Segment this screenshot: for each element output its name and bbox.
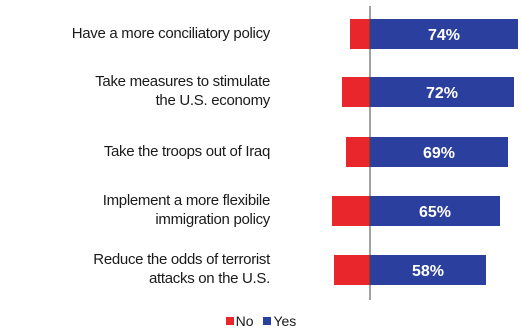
bar-yes-4 xyxy=(370,255,486,285)
bar-no-0 xyxy=(350,19,370,49)
data-label-yes-3: 65% xyxy=(419,204,451,221)
legend: No Yes xyxy=(0,312,522,329)
legend-label-yes: Yes xyxy=(273,313,297,329)
data-label-yes-0: 74% xyxy=(428,27,460,44)
category-label-line: Take measures to stimulate xyxy=(95,73,270,90)
data-label-yes-2: 69% xyxy=(423,145,455,162)
category-label-line: Take the troops out of Iraq xyxy=(103,142,270,160)
data-label-yes-1: 72% xyxy=(426,85,458,102)
category-label-1: Take measures to stimulate the U.S. econo… xyxy=(95,72,270,110)
category-label-line: the U.S. economy xyxy=(155,92,271,109)
legend-label-no: No xyxy=(235,313,254,329)
bar-no-1 xyxy=(342,77,370,107)
bar-yes-0 xyxy=(370,19,518,49)
legend-item-yes: Yes xyxy=(263,313,296,329)
category-label-line: Reduce the odds of terrorist xyxy=(93,251,270,268)
bar-yes-1 xyxy=(370,77,514,107)
bar-yes-2 xyxy=(370,137,508,167)
data-label-yes-4: 58% xyxy=(412,263,444,280)
bar-no-4 xyxy=(334,255,370,285)
category-label-line: Have a more conciliatory policy xyxy=(71,24,271,42)
legend-swatch-no xyxy=(225,317,234,325)
category-label-3: Implement a more flexibile immigration po… xyxy=(102,191,271,229)
category-label-line: Implement a more flexibile xyxy=(102,192,271,209)
bar-yes-3 xyxy=(370,196,500,226)
bar-no-2 xyxy=(346,137,370,167)
category-label-line: attacks on the U.S. xyxy=(148,270,270,287)
legend-swatch-yes xyxy=(263,317,272,325)
bar-no-3 xyxy=(332,196,370,226)
category-label-0: Have a more conciliatory policy xyxy=(71,24,271,43)
legend-item-no: No xyxy=(225,313,254,329)
category-label-line: immigration policy xyxy=(155,211,270,228)
category-label-2: Take the troops out of Iraq xyxy=(104,142,270,161)
category-label-4: Reduce the odds of terrorist attacks on t… xyxy=(93,250,270,288)
